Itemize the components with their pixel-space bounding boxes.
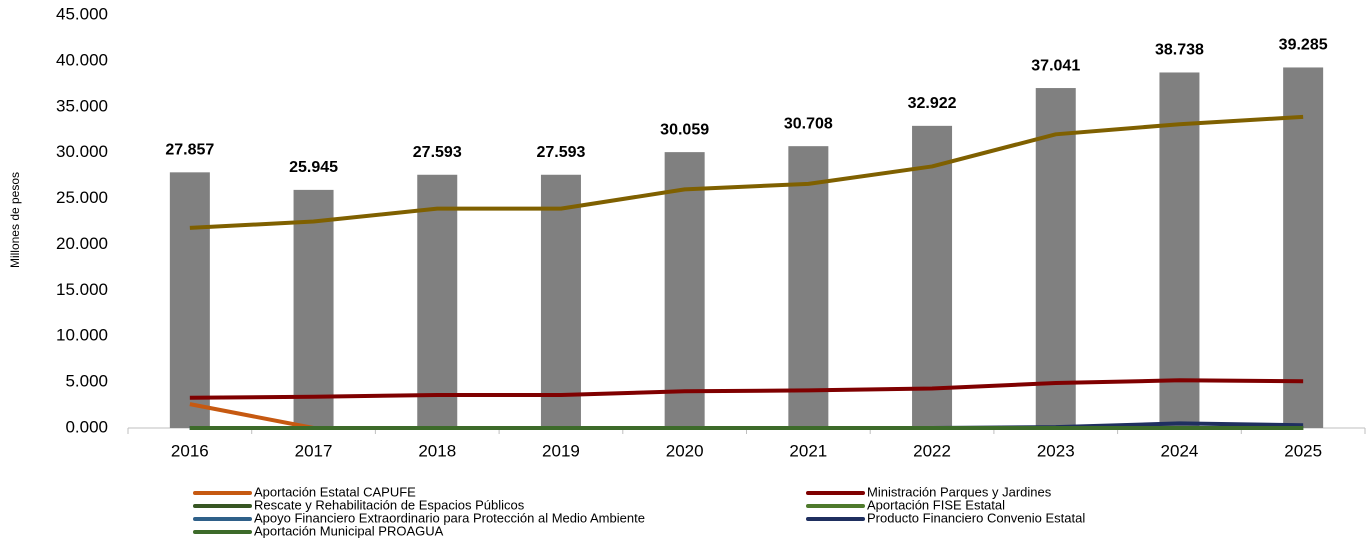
line-series [189,114,1304,230]
y-tick-label: 25.000 [56,188,108,207]
x-tick-label: 2025 [1284,441,1322,460]
bar [1035,88,1076,429]
x-tick-label: 2017 [295,441,333,460]
x-tick-label: 2022 [913,441,951,460]
bar [169,172,210,428]
legend-label: Apoyo Financiero Extraordinario para Pro… [254,510,645,525]
y-tick-label: 45.000 [56,4,108,23]
bar [1283,67,1324,429]
line-series [189,378,1304,400]
value-label: 32.922 [908,95,957,112]
y-tick-label: 35.000 [56,96,108,115]
value-label: 37.041 [1031,57,1080,74]
x-tick-label: 2018 [418,441,456,460]
legend-label: Aportación Estatal CAPUFE [254,484,416,499]
x-tick-label: 2024 [1161,441,1199,460]
value-label: 30.059 [660,121,709,138]
y-tick-label: 10.000 [56,326,108,345]
x-tick-label: 2023 [1037,441,1075,460]
y-tick-label: 30.000 [56,142,108,161]
value-label: 27.593 [413,144,462,161]
value-label: 27.593 [536,144,585,161]
value-label: 38.738 [1155,42,1204,59]
x-tick-label: 2019 [542,441,580,460]
value-label: 25.945 [289,159,338,176]
bar [417,174,458,428]
x-tick-label: 2016 [171,441,209,460]
value-label: 30.708 [784,115,833,132]
legend-label: Producto Financiero Convenio Estatal [867,510,1085,525]
bar [540,174,581,428]
value-label: 27.857 [165,142,214,159]
legend-label: Rescate y Rehabilitación de Espacios Púb… [254,497,525,512]
bar [912,125,953,429]
y-axis-label: Millones de pesos [8,172,22,268]
y-tick-label: 40.000 [56,50,108,69]
y-tick-label: 15.000 [56,280,108,299]
legend-label: Aportación FISE Estatal [867,497,1005,512]
y-tick-label: 20.000 [56,234,108,253]
legend-label: Ministración Parques y Jardines [867,484,1052,499]
x-tick-label: 2021 [789,441,827,460]
bar [1159,72,1200,428]
x-tick-label: 2020 [666,441,704,460]
bar [664,152,705,428]
legend-label: Aportación Municipal PROAGUA [254,523,444,538]
bar [788,146,829,428]
y-tick-label: 0.000 [65,417,108,436]
y-tick-label: 5.000 [65,372,108,391]
bar [293,189,334,428]
value-label: 39.285 [1279,37,1328,54]
